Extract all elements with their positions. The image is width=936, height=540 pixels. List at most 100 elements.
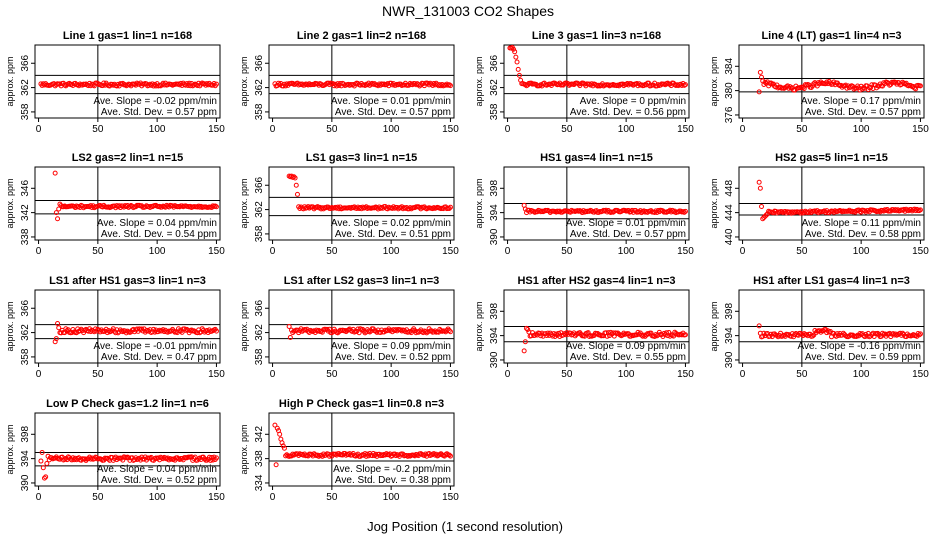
y-tick-label: 380 [724, 82, 735, 99]
x-tick-label: 0 [270, 369, 276, 380]
slope-annotation: Ave. Slope = -0.02 ppm/min [94, 96, 218, 107]
x-tick-label: 150 [677, 124, 694, 135]
data-point [367, 329, 373, 335]
data-point [810, 333, 816, 339]
panel-title: LS2 gas=2 lin=1 n=15 [72, 152, 184, 164]
x-tick-label: 50 [326, 492, 338, 503]
y-tick-label: 390 [20, 474, 31, 491]
data-point [917, 331, 923, 337]
data-point [446, 452, 452, 458]
data-point [636, 331, 642, 337]
x-tick-label: 100 [383, 124, 400, 135]
y-tick-label: 394 [489, 204, 500, 221]
data-point [43, 474, 49, 480]
y-axis-label: approx. ppm [239, 178, 249, 228]
data-point [293, 182, 299, 188]
data-point [213, 204, 219, 210]
panel-title: LS1 after LS2 gas=3 lin=1 n=3 [284, 275, 440, 287]
data-points [52, 320, 219, 345]
data-point [446, 206, 452, 212]
data-points [38, 80, 219, 89]
x-tick-label: 0 [36, 369, 42, 380]
slope-annotation: Ave. Slope = -0.16 ppm/min [798, 341, 922, 352]
data-point [362, 82, 368, 88]
data-point [801, 331, 807, 337]
data-point [621, 83, 627, 89]
x-tick-label: 150 [442, 492, 459, 503]
plot-frame [738, 44, 925, 119]
std-dev-annotation: Ave. Std. Dev. = 0.56 ppm [570, 107, 686, 118]
data-point [272, 422, 278, 428]
y-tick-label: 346 [20, 180, 31, 197]
x-tick-label: 0 [740, 246, 746, 257]
data-point [847, 84, 853, 90]
y-tick-label: 362 [20, 79, 31, 96]
data-point [879, 330, 885, 336]
data-point [757, 69, 763, 75]
data-point [53, 210, 59, 216]
figure-title: NWR_131003 CO2 Shapes [382, 3, 554, 19]
plot-frame [34, 412, 221, 487]
y-axis-label: approx. ppm [474, 301, 484, 351]
data-points [286, 173, 453, 212]
panel-title: High P Check gas=1 lin=0.8 n=3 [279, 398, 444, 410]
data-point [91, 83, 97, 89]
x-tick-label: 0 [270, 492, 276, 503]
x-tick-label: 50 [92, 492, 104, 503]
y-tick-label: 358 [20, 103, 31, 120]
data-point [211, 454, 217, 460]
slope-annotation: Ave. Slope = 0.09 ppm/min [331, 341, 451, 352]
plot-frame [34, 166, 221, 241]
slope-annotation: Ave. Slope = -0.01 ppm/min [94, 341, 218, 352]
y-tick-label: 398 [724, 303, 735, 320]
x-tick-label: 150 [208, 124, 225, 135]
panel-2: Line 2 gas=1 lin=2 n=168 0 50 100 150 358 362 3… [239, 30, 459, 135]
data-point [513, 54, 519, 60]
y-tick-label: 358 [254, 348, 265, 365]
y-tick-label: 366 [20, 54, 31, 71]
x-tick-label: 150 [208, 492, 225, 503]
data-point [756, 323, 762, 329]
data-point [763, 212, 769, 218]
data-point [447, 204, 453, 210]
data-point [868, 84, 874, 90]
panel-title: LS1 after HS1 gas=3 lin=1 n=3 [49, 275, 206, 287]
x-tick-label: 50 [92, 369, 104, 380]
y-axis-label: approx. ppm [239, 301, 249, 351]
x-tick-label: 0 [740, 369, 746, 380]
x-tick-label: 0 [270, 124, 276, 135]
data-point [423, 329, 429, 335]
y-axis-label: approx. ppm [239, 56, 249, 106]
x-tick-label: 150 [677, 246, 694, 257]
data-point [908, 83, 914, 89]
data-points [756, 69, 923, 95]
y-tick-label: 366 [254, 54, 265, 71]
x-tick-label: 100 [383, 492, 400, 503]
y-axis-label: approx. ppm [5, 301, 15, 351]
data-point [52, 339, 58, 345]
data-point [582, 333, 588, 339]
data-points [52, 170, 219, 222]
std-dev-annotation: Ave. Std. Dev. = 0.51 ppm [335, 229, 451, 240]
std-dev-annotation: Ave. Std. Dev. = 0.57 ppm [570, 229, 686, 240]
x-tick-label: 150 [912, 124, 929, 135]
data-point [213, 328, 219, 334]
data-point [40, 465, 46, 471]
slope-annotation: Ave. Slope = 0.01 ppm/min [566, 218, 686, 229]
y-tick-label: 394 [724, 327, 735, 344]
y-tick-label: 362 [254, 201, 265, 218]
y-tick-label: 362 [489, 79, 500, 96]
data-point [380, 453, 386, 459]
data-point [70, 327, 76, 333]
std-dev-annotation: Ave. Std. Dev. = 0.38 ppm [335, 475, 451, 486]
data-point [395, 206, 401, 212]
x-tick-label: 50 [326, 246, 338, 257]
data-point [663, 330, 669, 336]
x-tick-label: 100 [149, 124, 166, 135]
panel-title: HS1 after LS1 gas=4 lin=1 n=3 [753, 275, 910, 287]
data-point [665, 80, 671, 86]
y-axis-label: approx. ppm [5, 56, 15, 106]
data-point [315, 204, 321, 210]
data-point [785, 83, 791, 89]
x-tick-label: 100 [853, 246, 870, 257]
